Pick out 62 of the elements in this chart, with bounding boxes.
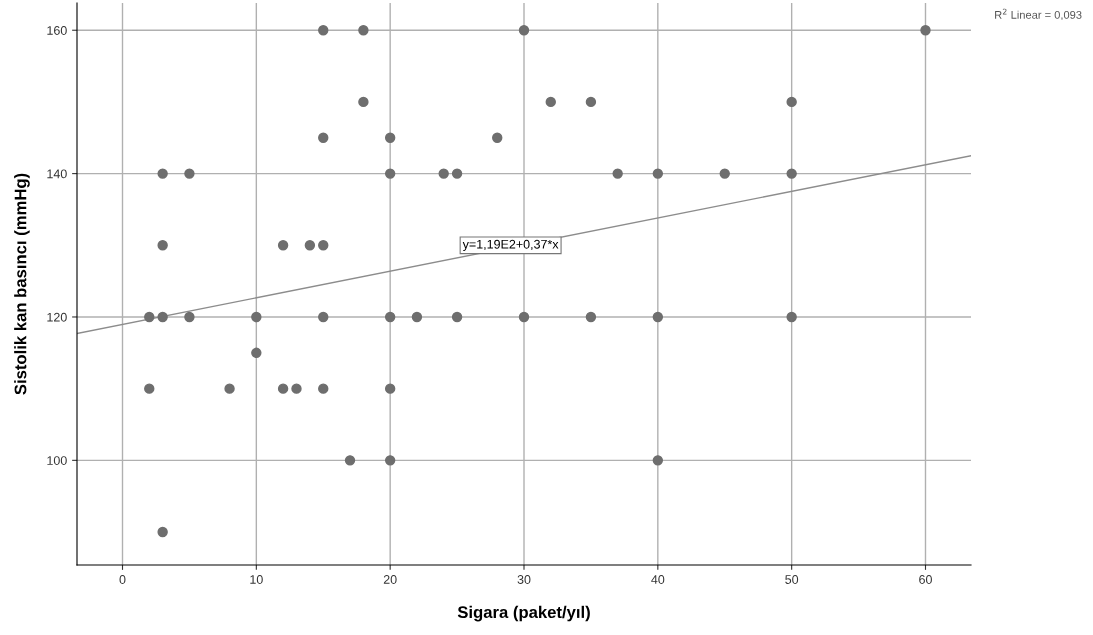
point [384, 132, 396, 143]
x-tick-label: 60 [919, 575, 932, 584]
point [318, 240, 329, 251]
point [384, 383, 396, 394]
point [518, 25, 530, 36]
text: R$^{2}$ Linear = 0,093 [995, 8, 1082, 21]
point [251, 347, 262, 359]
point [786, 311, 797, 323]
point [251, 311, 262, 323]
y-tick-label: 140 [47, 169, 67, 179]
point [277, 240, 289, 251]
y-tick-label: 100 [47, 456, 67, 465]
point [358, 25, 369, 36]
point [318, 132, 329, 143]
x-tick-label: 50 [785, 575, 799, 584]
y-axis-title: Sistolik kan basıncı (mmHg) [14, 173, 30, 395]
point [920, 25, 931, 36]
point [612, 168, 623, 179]
point [545, 96, 556, 108]
x-tick-label: 40 [651, 575, 665, 584]
x-tick-label: 20 [383, 575, 397, 584]
point [277, 383, 289, 394]
x-tick-label: 30 [517, 575, 531, 584]
point [318, 311, 329, 323]
point [492, 132, 503, 143]
point [157, 311, 168, 323]
point [384, 168, 396, 179]
point [652, 455, 664, 466]
point [291, 383, 302, 394]
point [451, 168, 463, 179]
point [157, 168, 168, 179]
point [157, 526, 168, 538]
point [652, 311, 664, 323]
point [585, 311, 597, 323]
point [518, 311, 530, 323]
point [344, 455, 356, 466]
point [358, 96, 369, 108]
x-tick-label: 0 [119, 575, 126, 584]
point [144, 383, 155, 394]
y-tick-label: 120 [47, 312, 67, 322]
point [411, 311, 423, 323]
point [585, 96, 597, 108]
point [384, 455, 396, 466]
point [318, 25, 329, 36]
point [318, 383, 329, 394]
point [224, 383, 235, 394]
point [438, 168, 449, 179]
x-tick-label: 10 [250, 575, 263, 584]
x-axis-title: Sigara (paket/yıl) [457, 605, 590, 622]
point [384, 311, 396, 323]
point [184, 311, 195, 323]
y-tick-label: 160 [47, 26, 67, 35]
annotation: y=1,19E2+0,37*x [462, 239, 559, 252]
point [652, 168, 664, 179]
point [144, 311, 155, 323]
point [451, 311, 463, 323]
point [304, 240, 316, 251]
point [157, 240, 168, 251]
point [786, 168, 797, 179]
point [786, 96, 797, 108]
point [719, 168, 730, 179]
point [184, 168, 195, 179]
